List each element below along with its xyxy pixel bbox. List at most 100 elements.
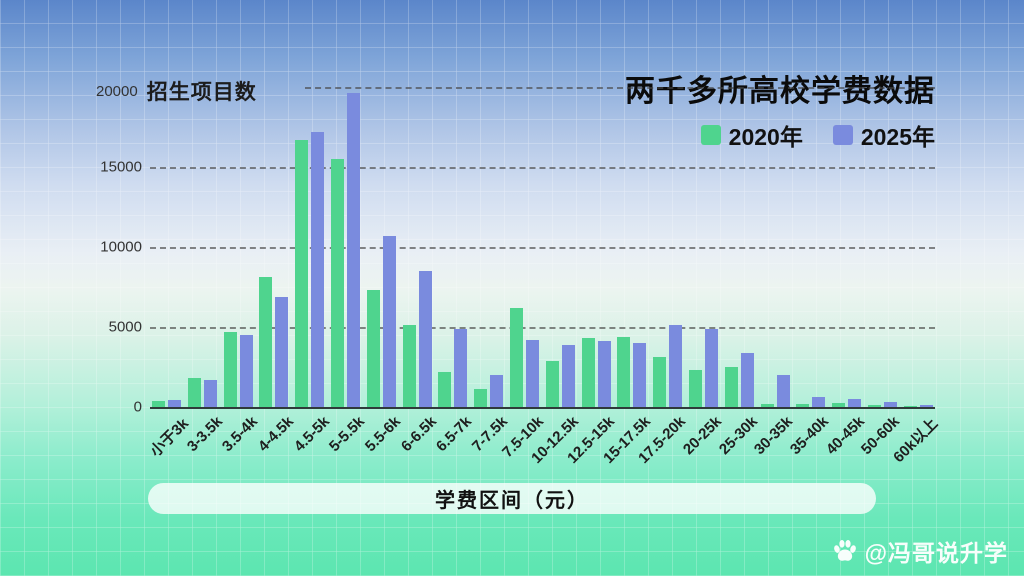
legend-label: 2020年 bbox=[728, 124, 803, 150]
bar-2020年-4.5-5k bbox=[295, 139, 309, 407]
bar-group-5.5-6k bbox=[366, 87, 396, 407]
bar-group-5-5.5k bbox=[330, 87, 360, 407]
bar-group-10-12.5k bbox=[545, 87, 575, 407]
plot-area: 0 5000 10000 15000 bbox=[100, 87, 935, 416]
bar-2025年-60k以上 bbox=[919, 404, 933, 407]
x-tick-label-7-7.5k: 7-7.5k bbox=[468, 413, 511, 456]
x-tick-label-60k以上: 60k以上 bbox=[890, 415, 942, 467]
x-tick-label-50-60k: 50-60k bbox=[858, 413, 904, 459]
bar-2020年-7.5-10k bbox=[509, 307, 523, 407]
bar-2020年-35-40k bbox=[796, 403, 810, 407]
bar-2020年-7-7.5k bbox=[474, 389, 488, 407]
x-axis-title-pill: 学费区间（元） bbox=[148, 483, 876, 514]
legend-label: 2025年 bbox=[860, 124, 935, 150]
x-tick-label-5-5.5k: 5-5.5k bbox=[326, 413, 369, 456]
bar-2020年-20-25k bbox=[688, 370, 702, 407]
bar-2025年-3-3.5k bbox=[203, 379, 217, 407]
y-axis-title: 招生项目数 bbox=[146, 81, 257, 104]
bar-2020年-50-60k bbox=[867, 405, 881, 407]
bar-2025年-17.5-20k bbox=[669, 325, 683, 407]
bar-group-20-25k bbox=[688, 87, 718, 407]
bar-2025年-12.5-15k bbox=[597, 341, 611, 407]
bar-group-6.5-7k bbox=[438, 87, 468, 407]
bar-2020年-40-45k bbox=[832, 403, 846, 407]
x-tick-label-17.5-20k: 17.5-20k bbox=[635, 413, 690, 467]
bar-group-3-3.5k bbox=[187, 87, 217, 407]
bar-2020年-6.5-7k bbox=[438, 371, 452, 407]
bar-2020年-25-30k bbox=[724, 367, 738, 407]
bar-2025年-7.5-10k bbox=[525, 339, 539, 407]
x-tick-label-4-4.5k: 4-4.5k bbox=[254, 413, 297, 456]
bar-2025年-25-30k bbox=[740, 352, 754, 407]
gridline-15000 bbox=[150, 167, 935, 169]
x-tick-label-4.5-5k: 4.5-5k bbox=[290, 413, 333, 456]
bar-2020年-小于3k bbox=[152, 401, 165, 407]
bar-2020年-4-4.5k bbox=[259, 277, 273, 407]
bar-group-50-60k bbox=[867, 87, 897, 407]
gridline-20000 bbox=[305, 87, 935, 89]
bar-2025年-30-35k bbox=[776, 375, 790, 407]
x-tick-label-3-3.5k: 3-3.5k bbox=[183, 413, 226, 456]
bar-2020年-17.5-20k bbox=[653, 357, 667, 407]
y-tick-label-0: 0 bbox=[133, 398, 142, 416]
bar-group-40-45k bbox=[832, 87, 862, 407]
x-tick-label-12.5-15k: 12.5-15k bbox=[564, 413, 619, 467]
chart-title: 两千多所高校学费数据 bbox=[625, 75, 935, 108]
watermark: @冯哥说升学 bbox=[832, 534, 1008, 568]
bar-group-4-4.5k bbox=[259, 87, 289, 407]
x-tick-label-25-30k: 25-30k bbox=[715, 413, 761, 459]
x-axis-line bbox=[150, 407, 935, 409]
bar-2025年-6-6.5k bbox=[418, 271, 432, 407]
x-tick-label-10-12.5k: 10-12.5k bbox=[528, 413, 583, 467]
bar-2025年-3.5-4k bbox=[239, 335, 253, 407]
bar-group-7-7.5k bbox=[474, 87, 504, 407]
x-tick-label-6.5-7k: 6.5-7k bbox=[433, 413, 476, 456]
x-tick-label-40-45k: 40-45k bbox=[822, 413, 868, 459]
x-tick-labels-layer: 小于3k 3-3.5k 3.5-4k 4-4.5k 4.5-5k 5-5.5k 5.5-6k… bbox=[147, 413, 941, 483]
bar-2025年-7-7.5k bbox=[490, 375, 504, 407]
bar-2025年-4-4.5k bbox=[275, 296, 289, 407]
legend-item-2025年: 2025年 bbox=[832, 118, 935, 152]
y-axis-max-tick: 20000 bbox=[96, 82, 138, 100]
gridline-10000 bbox=[150, 247, 935, 249]
bar-2020年-5.5-6k bbox=[366, 290, 380, 407]
bar-group-17.5-20k bbox=[653, 87, 683, 407]
baidu-paw-icon bbox=[833, 540, 856, 561]
bar-group-3.5-4k bbox=[223, 87, 253, 407]
bar-2025年-50-60k bbox=[883, 402, 897, 407]
legend-swatch-icon bbox=[832, 125, 853, 145]
bar-2020年-60k以上 bbox=[903, 406, 917, 407]
bar-2025年-40-45k bbox=[848, 398, 862, 407]
x-tick-label-3.5-4k: 3.5-4k bbox=[219, 413, 262, 456]
bar-2025年-10-12.5k bbox=[561, 344, 575, 407]
bar-2025年-6.5-7k bbox=[454, 328, 468, 407]
x-axis-title: 学费区间（元） bbox=[435, 490, 589, 512]
bar-2025年-5-5.5k bbox=[346, 93, 360, 407]
bar-group-12.5-15k bbox=[581, 87, 611, 407]
x-tick-label-6-6.5k: 6-6.5k bbox=[397, 413, 440, 456]
watermark-text: @冯哥说升学 bbox=[864, 540, 1008, 566]
bars-layer bbox=[150, 87, 935, 407]
bar-group-15-17.5k bbox=[617, 87, 647, 407]
bar-2025年-4.5-5k bbox=[311, 131, 325, 407]
bar-group-小于3k bbox=[152, 87, 181, 407]
x-tick-label-35-40k: 35-40k bbox=[787, 413, 833, 459]
x-tick-label-7.5-10k: 7.5-10k bbox=[498, 413, 547, 461]
bar-group-4.5-5k bbox=[295, 87, 325, 407]
bar-2025年-15-17.5k bbox=[633, 343, 647, 407]
y-tick-label-10000: 10000 bbox=[100, 238, 142, 256]
bar-2025年-35-40k bbox=[812, 396, 826, 407]
bar-2025年-5.5-6k bbox=[382, 235, 396, 407]
bar-group-30-35k bbox=[760, 87, 790, 407]
bar-2025年-20-25k bbox=[704, 328, 718, 407]
x-tick-label-5.5-6k: 5.5-6k bbox=[361, 413, 404, 456]
y-tick-label-5000: 5000 bbox=[108, 318, 142, 336]
bar-group-25-30k bbox=[724, 87, 754, 407]
bar-group-7.5-10k bbox=[509, 87, 539, 407]
bar-2020年-6-6.5k bbox=[402, 325, 416, 407]
y-tick-label-15000: 15000 bbox=[100, 158, 142, 176]
x-tick-label-20-25k: 20-25k bbox=[680, 413, 726, 459]
x-tick-label-小于3k: 小于3k bbox=[146, 415, 192, 461]
bar-2020年-12.5-15k bbox=[581, 338, 595, 407]
